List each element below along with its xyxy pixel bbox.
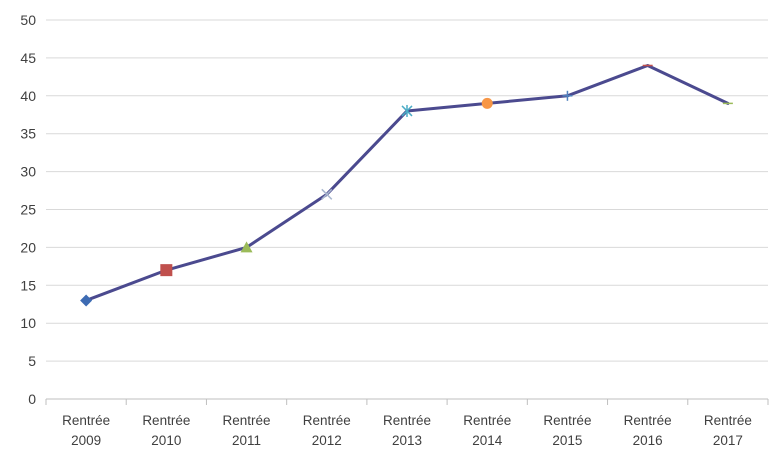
y-tick-label: 50: [20, 12, 36, 28]
x-tick-label: 2011: [232, 433, 261, 448]
series-line: [84, 63, 730, 302]
y-tick-label: 15: [20, 277, 36, 293]
y-axis: 0 5 10 15 20 25 30 35 40 45 50: [20, 12, 36, 407]
data-point-marker: [481, 97, 493, 109]
x-axis: Rentrée 2009 Rentrée 2010 Rentrée 2011 Rentrée…: [45, 398, 769, 448]
x-tick-label: Rentrée: [223, 413, 271, 428]
x-tick-label: Rentrée: [383, 413, 431, 428]
x-tick-label: Rentrée: [624, 413, 672, 428]
gridlines: [46, 19, 768, 362]
x-tick-label: 2010: [151, 433, 181, 448]
x-tick-label: 2014: [472, 433, 503, 448]
x-tick-label: Rentrée: [62, 413, 110, 428]
data-point-marker: [240, 241, 253, 253]
x-tick-label: Rentrée: [463, 413, 511, 428]
y-tick-label: 20: [20, 239, 36, 255]
y-tick-label: 0: [28, 391, 36, 407]
x-tick-label: 2016: [633, 433, 663, 448]
x-tick-label: Rentrée: [543, 413, 591, 428]
data-point-marker: [401, 104, 413, 117]
x-tick-label: 2013: [392, 433, 422, 448]
data-point-marker: [160, 264, 173, 277]
x-tick-label: Rentrée: [142, 413, 190, 428]
x-tick-label: Rentrée: [303, 413, 351, 428]
y-tick-label: 40: [20, 88, 36, 104]
data-point-marker: [80, 294, 93, 307]
y-tick-label: 30: [20, 164, 36, 180]
y-tick-label: 5: [28, 353, 36, 369]
y-tick-label: 45: [20, 50, 36, 66]
data-point-marker: [562, 90, 573, 101]
y-tick-label: 35: [20, 126, 36, 142]
x-tick-label: Rentrée: [704, 413, 752, 428]
x-tick-label: 2009: [71, 433, 101, 448]
data-markers: [80, 64, 733, 307]
x-tick-label: 2017: [713, 433, 743, 448]
y-tick-label: 25: [20, 202, 36, 218]
marker-stroke: [321, 188, 333, 200]
data-point-marker: [321, 188, 333, 200]
x-tick-label: 2015: [552, 433, 582, 448]
x-tick-label: 2012: [312, 433, 342, 448]
series-line-path: [84, 63, 730, 302]
y-tick-label: 10: [20, 315, 36, 331]
